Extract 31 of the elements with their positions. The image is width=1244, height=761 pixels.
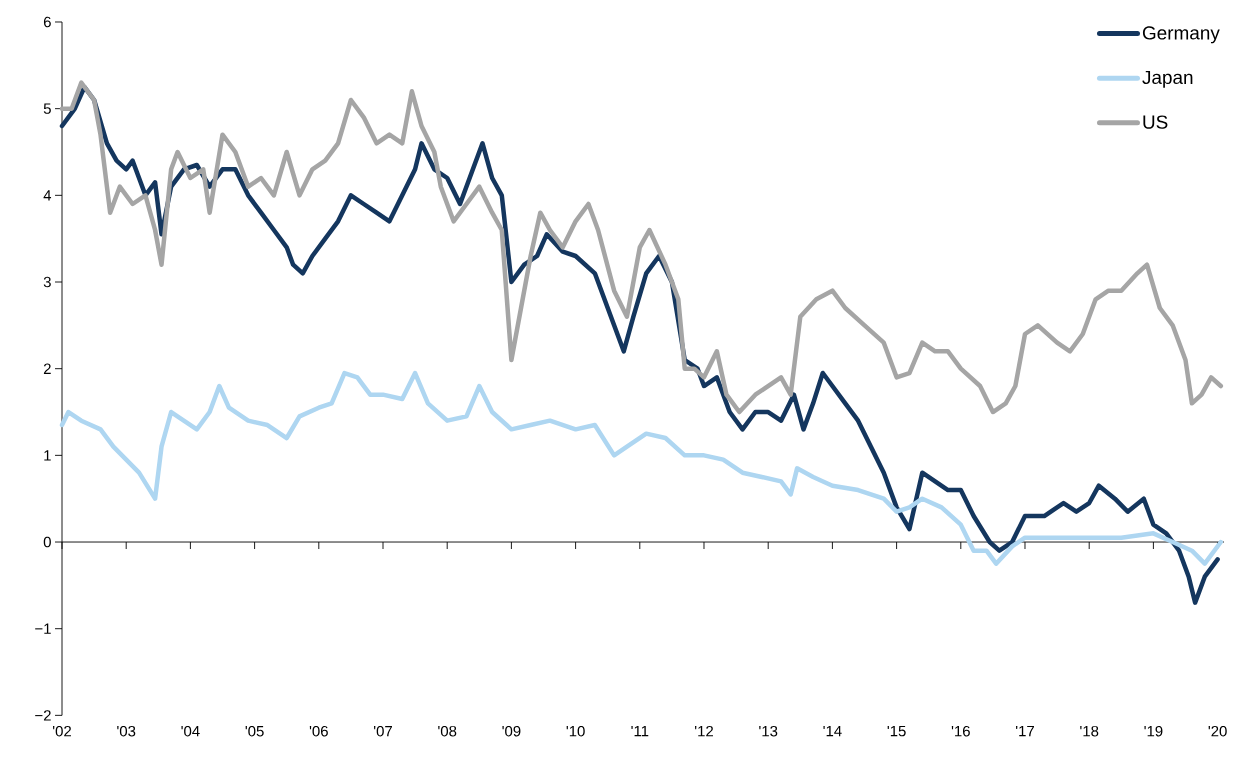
x-tick-label: '14 bbox=[823, 725, 842, 736]
x-tick-label: '02 bbox=[53, 725, 71, 737]
x-tick-label: '03 bbox=[117, 725, 136, 737]
y-tick-label: 5 bbox=[43, 103, 51, 114]
x-tick-label: '10 bbox=[566, 725, 585, 737]
x-tick-label: '05 bbox=[245, 725, 264, 737]
x-tick-label: '04 bbox=[181, 725, 200, 737]
x-tick-label: '07 bbox=[374, 725, 392, 737]
x-tick-label: '20 bbox=[1208, 725, 1227, 737]
legend-label: Japan bbox=[1142, 70, 1193, 88]
x-tick-label: '15 bbox=[887, 725, 906, 737]
x-tick-label: '06 bbox=[309, 725, 328, 737]
y-tick-label: 0 bbox=[43, 536, 51, 548]
x-tick-label: '08 bbox=[438, 725, 457, 737]
y-tick-label: −2 bbox=[35, 709, 51, 721]
y-tick-label: 6 bbox=[43, 16, 51, 28]
x-tick-label: '09 bbox=[502, 725, 521, 737]
y-tick-label: 3 bbox=[43, 276, 51, 288]
legend-label: Germany bbox=[1142, 26, 1220, 44]
x-tick-label: '13 bbox=[759, 725, 778, 737]
x-tick-label: '19 bbox=[1144, 725, 1163, 737]
x-tick-label: '11 bbox=[631, 725, 649, 736]
y-tick-label: −1 bbox=[35, 623, 51, 634]
x-tick-label: '12 bbox=[695, 725, 713, 737]
legend-label: US bbox=[1143, 115, 1168, 129]
x-tick-label: '18 bbox=[1080, 725, 1099, 737]
y-tick-label: 4 bbox=[43, 190, 52, 201]
x-tick-label: '17 bbox=[1016, 725, 1034, 736]
x-tick-label: '16 bbox=[951, 725, 970, 737]
y-tick-label: 2 bbox=[43, 363, 51, 374]
y-tick-label: 1 bbox=[44, 450, 51, 461]
